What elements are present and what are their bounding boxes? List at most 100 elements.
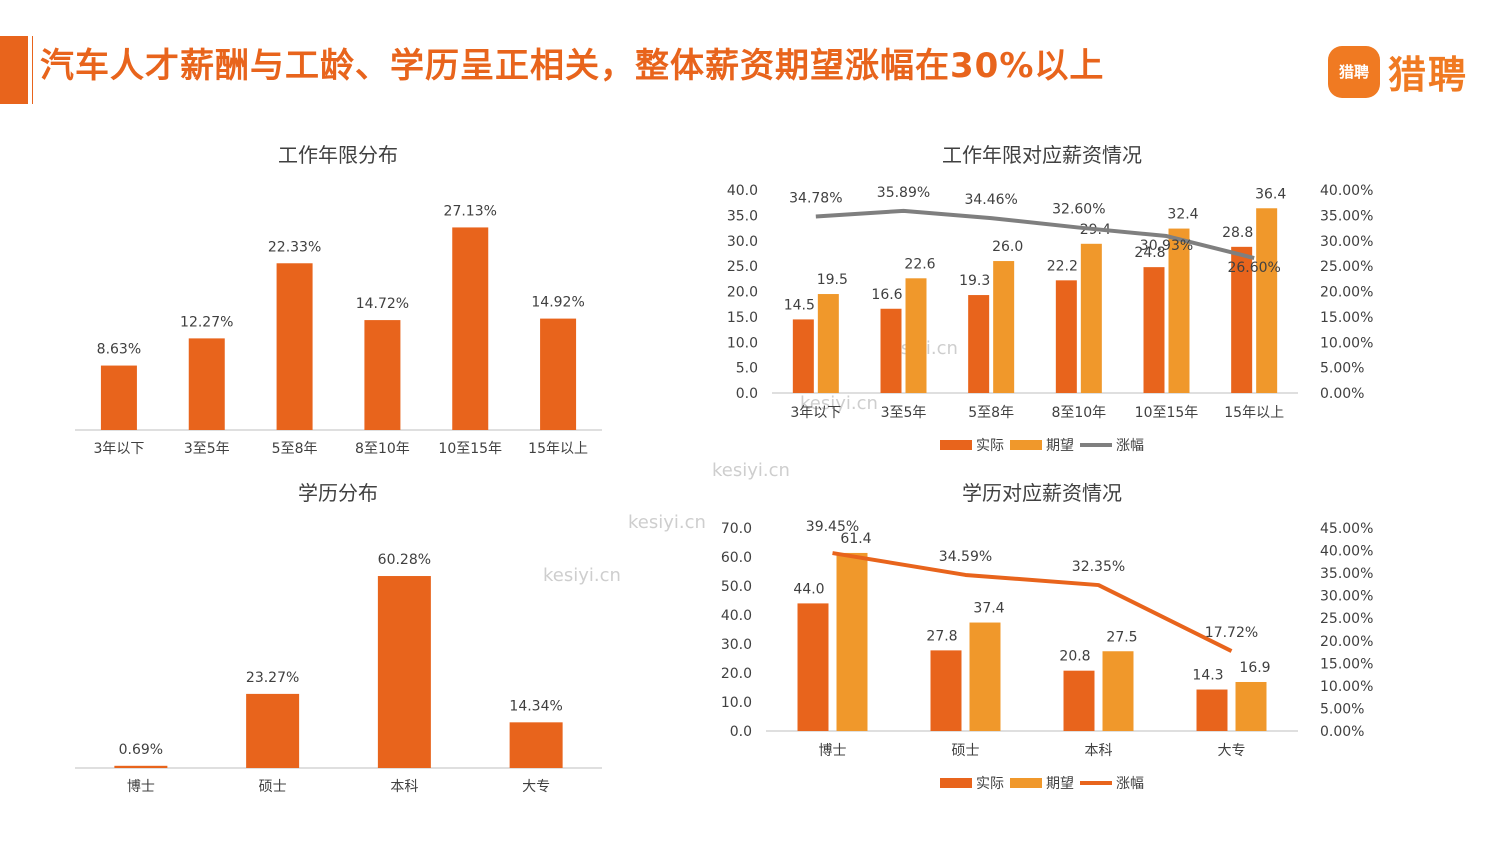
y-tick-label: 20.0 — [721, 666, 752, 682]
data-label: 8.63% — [97, 342, 141, 358]
data-label-expected: 19.5 — [817, 272, 848, 288]
legend-label: 涨幅 — [1116, 776, 1144, 792]
y-tick-label: 30.0 — [721, 637, 752, 653]
legend-label: 期望 — [1046, 438, 1074, 454]
legend-swatch-actual — [940, 778, 972, 788]
x-tick-label: 10至15年 — [1135, 405, 1199, 421]
growth-label: 30.93% — [1140, 238, 1193, 254]
bar-actual — [880, 308, 902, 393]
y2-tick-label: 5.00% — [1320, 701, 1364, 717]
title-accent-bar — [0, 36, 33, 104]
page-title: 汽车人才薪酬与工龄、学历呈正相关，整体薪资期望涨幅在30%以上 — [40, 46, 1105, 86]
y-tick-label: 50.0 — [721, 579, 752, 595]
y-tick-label: 30.0 — [727, 234, 758, 250]
y2-tick-label: 20.00% — [1320, 634, 1373, 650]
x-tick-label: 大专 — [522, 779, 550, 795]
growth-label: 17.72% — [1205, 625, 1258, 641]
data-label-actual: 20.8 — [1059, 649, 1090, 665]
x-tick-label: 5至8年 — [272, 441, 318, 457]
growth-label: 34.78% — [789, 190, 842, 206]
y2-tick-label: 25.00% — [1320, 611, 1373, 627]
bar — [188, 338, 225, 430]
y2-tick-label: 25.00% — [1320, 259, 1373, 275]
data-label-actual: 27.8 — [926, 628, 957, 644]
legend-label: 实际 — [976, 438, 1004, 454]
watermark: kesiyi.cn — [800, 393, 878, 414]
data-label-actual: 14.3 — [1192, 668, 1223, 684]
bar-expected — [1256, 208, 1278, 393]
y2-tick-label: 35.00% — [1320, 566, 1373, 582]
growth-label: 32.60% — [1052, 202, 1105, 218]
data-label: 12.27% — [180, 314, 233, 330]
x-tick-label: 3至5年 — [881, 405, 927, 421]
data-label: 14.72% — [356, 296, 409, 312]
bar-expected — [1168, 228, 1190, 393]
growth-label: 34.59% — [939, 549, 992, 565]
bar — [100, 365, 137, 430]
data-label-expected: 26.0 — [992, 239, 1023, 255]
x-tick-label: 15年以上 — [1224, 405, 1284, 421]
data-label-expected: 22.6 — [904, 256, 935, 272]
x-tick-label: 10至15年 — [438, 441, 502, 457]
y-tick-label: 10.0 — [721, 695, 752, 711]
legend-label: 实际 — [976, 776, 1004, 792]
bar — [540, 318, 577, 430]
watermark: kesiyi.cn — [712, 460, 790, 481]
bar-actual — [1143, 267, 1165, 393]
x-tick-label: 大专 — [1218, 743, 1246, 759]
growth-label: 26.60% — [1227, 260, 1280, 276]
y2-tick-label: 15.00% — [1320, 656, 1373, 672]
growth-label: 34.46% — [964, 192, 1017, 208]
y2-tick-label: 5.00% — [1320, 361, 1364, 377]
data-label-actual: 44.0 — [793, 581, 824, 597]
growth-line — [832, 551, 1233, 653]
y-tick-label: 15.0 — [727, 310, 758, 326]
y-tick-label: 70.0 — [721, 521, 752, 537]
data-label-actual: 14.5 — [784, 297, 815, 313]
x-tick-label: 15年以上 — [528, 441, 588, 457]
data-label-actual: 24.8 — [1134, 245, 1165, 261]
x-tick-label: 3至5年 — [184, 441, 230, 457]
data-label: 14.34% — [509, 698, 562, 714]
bar-expected — [1235, 681, 1267, 731]
bar — [246, 693, 300, 768]
bar — [276, 263, 313, 430]
y2-tick-label: 10.00% — [1320, 679, 1373, 695]
bar-expected — [905, 278, 927, 393]
bar — [377, 576, 431, 768]
data-label-expected: 16.9 — [1239, 660, 1270, 676]
data-label-expected: 27.5 — [1106, 629, 1137, 645]
y2-tick-label: 0.00% — [1320, 386, 1364, 402]
bar — [364, 320, 401, 430]
title-accent-gap — [28, 36, 32, 104]
y2-tick-label: 30.00% — [1320, 589, 1373, 605]
bar-expected — [836, 552, 868, 731]
bar-actual — [792, 319, 814, 393]
y-tick-label: 20.0 — [727, 285, 758, 301]
x-tick-label: 5至8年 — [968, 405, 1014, 421]
growth-label: 35.89% — [877, 185, 930, 201]
y2-tick-label: 40.00% — [1320, 544, 1373, 560]
y-tick-label: 0.0 — [736, 386, 758, 402]
data-label: 22.33% — [268, 239, 321, 255]
y-tick-label: 25.0 — [727, 259, 758, 275]
bar-actual — [1231, 246, 1253, 393]
y-tick-label: 10.0 — [727, 335, 758, 351]
x-tick-label: 3年以下 — [790, 405, 841, 421]
y2-tick-label: 30.00% — [1320, 234, 1373, 250]
data-label-actual: 16.6 — [871, 287, 902, 303]
bar-actual — [968, 295, 990, 393]
x-tick-label: 硕士 — [259, 779, 287, 795]
bar-actual — [930, 650, 962, 731]
chart-title: 工作年限分布 — [278, 143, 398, 167]
bar-actual — [797, 603, 829, 731]
chart-title: 学历对应薪资情况 — [962, 481, 1122, 505]
watermark: kesiyi.cn — [628, 512, 706, 533]
logo-badge-icon: 猎聘 — [1328, 45, 1380, 98]
bar-actual — [1063, 670, 1095, 731]
data-label-expected: 32.4 — [1167, 207, 1198, 223]
y2-tick-label: 45.00% — [1320, 521, 1373, 537]
legend-swatch-expected — [1010, 440, 1042, 450]
data-label-actual: 22.2 — [1047, 258, 1078, 274]
bar-expected — [1102, 651, 1134, 731]
